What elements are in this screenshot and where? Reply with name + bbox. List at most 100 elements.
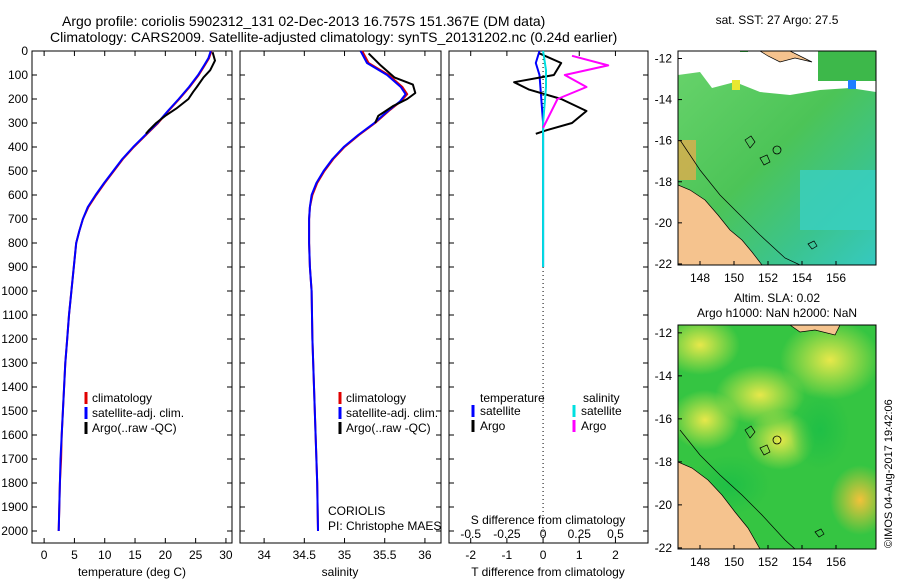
temp-series-climatology — [57, 50, 213, 532]
diff-xtick-label: 1 — [576, 548, 583, 562]
depth-tick-label: 1300 — [1, 356, 28, 370]
depth-tick-label: 1500 — [1, 404, 28, 418]
temperature-panel: 0 5 10 15 20 25 300100200300400500600700800900… — [1, 44, 233, 579]
sla-map-panel: Altim. SLA: 0.02 Argo h1000: NaN h2000: … — [655, 291, 877, 569]
depth-tick-label: 1200 — [1, 332, 28, 346]
temp-xtick-label: 25 — [189, 548, 203, 562]
depth-tick-label: 500 — [8, 164, 28, 178]
depth-tick-label: 400 — [8, 140, 28, 154]
institution-annotation: CORIOLIS — [328, 504, 385, 518]
sal-xtick-label: 34 — [257, 548, 271, 562]
sal-series-argo-raw-qc- — [367, 52, 417, 124]
depth-tick-label: 1700 — [1, 452, 28, 466]
depth-tick-label: 700 — [8, 212, 28, 226]
temp-xtick-label: 0 — [41, 548, 48, 562]
legend-label-temp-satellite: satellite — [480, 404, 521, 418]
sla-yellow-blob — [678, 325, 740, 375]
legend-header-salinity: salinity — [583, 391, 620, 405]
sst-australia-land — [678, 184, 763, 265]
salinity-panel: 34 34.5 35 35.5 36 salinity climatology sate… — [239, 50, 442, 579]
legend-label-sal-argo: Argo — [581, 419, 607, 433]
sst-shelf-contour — [679, 139, 801, 265]
temp-xtick-label: 20 — [159, 548, 173, 562]
depth-tick-label: 900 — [8, 260, 28, 274]
salinity-diff-tick-label: -0.25 — [493, 527, 521, 541]
depth-tick-label: 1400 — [1, 380, 28, 394]
title-line-2: Climatology: CARS2009. Satellite-adjuste… — [50, 29, 617, 45]
sla-yellow-blob — [678, 390, 740, 450]
diff-xtick-label: 2 — [612, 548, 619, 562]
depth-tick-label: 1600 — [1, 428, 28, 442]
depth-tick-label: 100 — [8, 68, 28, 82]
imos-credit: ©IMOS 04-Aug-2017 19:42:06 — [883, 399, 895, 548]
sla-map-title-2: Argo h1000: NaN h2000: NaN — [697, 306, 857, 320]
sst-lat-label: -12 — [655, 51, 673, 65]
temp-series-argo-raw-qc- — [145, 51, 216, 135]
sst-lon-label: 150 — [724, 271, 744, 285]
sst-blue-pixel — [848, 80, 856, 89]
difference-legend: temperature salinity satellite Argo sate… — [471, 391, 622, 433]
legend-label-argo: Argo(..raw -QC) — [92, 421, 177, 435]
temperature-xlabel: temperature (deg C) — [78, 565, 186, 579]
sla-new-guinea-land — [789, 325, 841, 336]
sla-yellow-blob — [780, 325, 876, 400]
salinity-legend: climatology satellite-adj. clim. Argo(..… — [338, 391, 438, 435]
sla-lon-label: 148 — [690, 555, 710, 569]
sst-lon-label: 154 — [792, 271, 812, 285]
sla-lon-label: 150 — [724, 555, 744, 569]
depth-tick-label: 1800 — [1, 476, 28, 490]
legend-label-temp-argo: Argo — [480, 419, 506, 433]
temp-xtick-label: 10 — [98, 548, 112, 562]
diff-series-salinity-argo — [542, 54, 610, 129]
sal-series-satellite-adj-clim- — [308, 50, 407, 532]
sal-xtick-label: 36 — [418, 548, 432, 562]
sst-lon-label: 148 — [690, 271, 710, 285]
sla-lat-label: -22 — [655, 541, 673, 555]
sst-lat-label: -14 — [655, 93, 673, 107]
sst-lat-label: -16 — [655, 134, 673, 148]
salinity-xlabel: salinity — [322, 565, 359, 579]
temp-xtick-label: 5 — [71, 548, 78, 562]
sst-new-guinea-land — [759, 51, 813, 63]
sla-lon-label: 156 — [826, 555, 846, 569]
sla-orange-blob — [830, 465, 876, 535]
depth-tick-label: 300 — [8, 116, 28, 130]
sst-reef-outline — [744, 135, 818, 250]
sla-map-frame — [677, 324, 877, 550]
sst-cyan-patch — [800, 170, 876, 230]
sst-lat-label: -18 — [655, 175, 673, 189]
sla-green-blob — [790, 390, 850, 470]
sla-lon-label: 152 — [758, 555, 778, 569]
temperature-legend: climatology satellite-adj. clim. Argo(..… — [84, 391, 184, 435]
sla-shelf-contour — [679, 429, 796, 549]
depth-tick-label: 0 — [21, 44, 28, 58]
temp-xtick-label: 15 — [128, 548, 142, 562]
depth-tick-label: 2000 — [1, 524, 28, 538]
sla-map-title-1: Altim. SLA: 0.02 — [734, 291, 820, 305]
depth-tick-label: 1000 — [1, 284, 28, 298]
difference-xlabel: T difference from climatology — [471, 565, 625, 579]
title-line-1: Argo profile: coriolis 5902312_131 02-De… — [62, 13, 545, 29]
diff-xtick-label: -2 — [465, 548, 476, 562]
diff-xtick-label: 0 — [540, 548, 547, 562]
legend-header-temperature: temperature — [480, 391, 545, 405]
sla-lat-label: -16 — [655, 412, 673, 426]
diff-series-salinity-satellite — [542, 50, 547, 267]
sst-reef-circle — [772, 145, 782, 155]
sal-xtick-label: 35.5 — [373, 548, 397, 562]
sst-north-patch — [818, 51, 876, 81]
depth-tick-label: 1100 — [2, 308, 28, 322]
depth-tick-label: 800 — [8, 236, 28, 250]
sal-series-climatology — [308, 50, 409, 532]
legend-label-climatology: climatology — [346, 391, 406, 405]
sal-xtick-label: 34.5 — [293, 548, 317, 562]
salinity-diff-tick-label: 0 — [540, 527, 547, 541]
depth-tick-label: 1900 — [1, 500, 28, 514]
diff-xtick-label: -1 — [502, 548, 513, 562]
sst-green-pixel — [740, 51, 748, 52]
salinity-diff-tick-label: 0.5 — [607, 527, 624, 541]
salinity-diff-tick-label: 0.25 — [568, 527, 592, 541]
sst-lon-label: 152 — [758, 271, 778, 285]
salinity-axes — [239, 50, 442, 544]
